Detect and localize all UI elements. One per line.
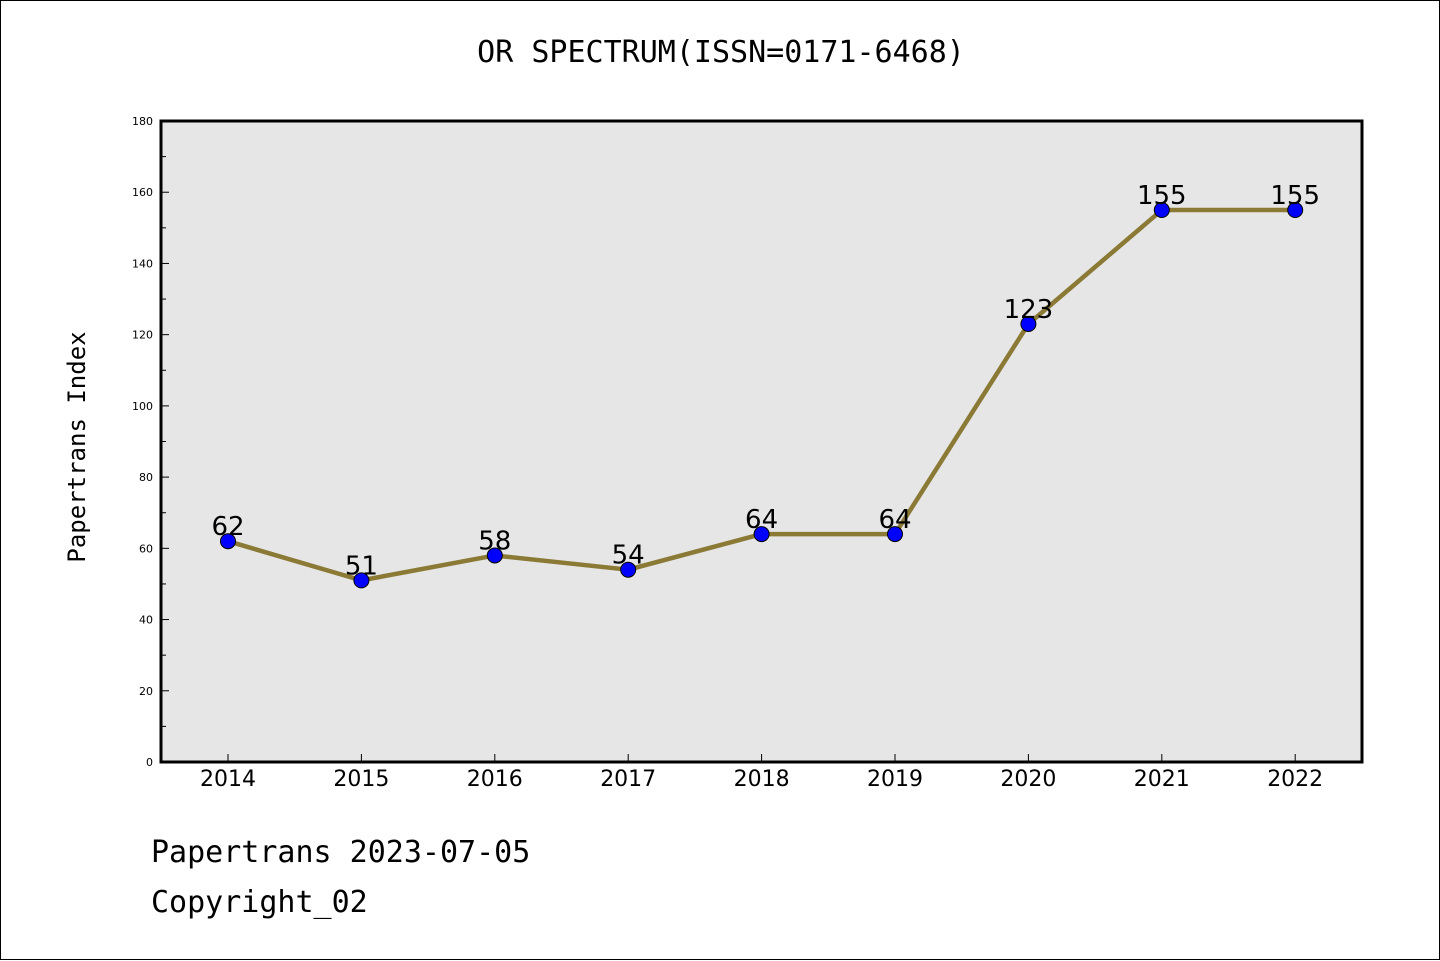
data-point-marker <box>486 547 503 564</box>
data-point-marker <box>220 533 236 550</box>
plot-area <box>161 121 1362 762</box>
footer-copyright-text: Copyright_02 <box>151 885 368 920</box>
data-label: 123 <box>1004 295 1054 325</box>
data-point-marker <box>1020 315 1037 332</box>
y-tick-label: 80 <box>139 471 153 484</box>
data-label: 64 <box>745 505 778 535</box>
x-tick-label: 2019 <box>867 767 923 792</box>
x-tick-label: 2021 <box>1134 767 1190 792</box>
y-tick-label: 20 <box>139 685 153 698</box>
y-tick-label: 180 <box>132 115 153 128</box>
data-point-marker <box>1153 202 1170 219</box>
x-tick-label: 2015 <box>333 767 389 792</box>
x-tick-label: 2016 <box>467 767 523 792</box>
y-tick-label: 0 <box>146 756 153 769</box>
y-tick-label: 40 <box>139 614 153 627</box>
data-point-marker <box>753 526 770 543</box>
y-tick-label: 120 <box>132 329 153 342</box>
x-tick-label: 2022 <box>1267 767 1323 792</box>
y-tick-label: 100 <box>132 400 153 413</box>
data-label: 155 <box>1270 181 1320 211</box>
y-tick-label: 140 <box>132 257 153 270</box>
data-label: 155 <box>1137 181 1187 211</box>
x-tick-label: 2014 <box>200 767 256 792</box>
x-tick-label: 2020 <box>1000 767 1056 792</box>
data-label: 54 <box>612 541 645 571</box>
data-point-marker <box>353 572 370 589</box>
chart-title: OR SPECTRUM(ISSN=0171-6468) <box>477 35 965 70</box>
data-label: 58 <box>478 526 511 556</box>
data-label: 64 <box>878 505 911 535</box>
data-point-marker <box>1287 202 1304 219</box>
footer-date-text: Papertrans 2023-07-05 <box>151 835 531 870</box>
plot-frame <box>159 119 1364 764</box>
x-tick-label: 2018 <box>734 767 790 792</box>
data-label: 51 <box>345 551 378 581</box>
data-point-marker <box>620 561 637 578</box>
data-point-marker <box>887 526 903 543</box>
y-tick-label: 60 <box>139 542 153 555</box>
x-tick-label: 2017 <box>600 767 656 792</box>
y-tick-label: 160 <box>132 186 153 199</box>
data-label: 62 <box>211 512 244 542</box>
